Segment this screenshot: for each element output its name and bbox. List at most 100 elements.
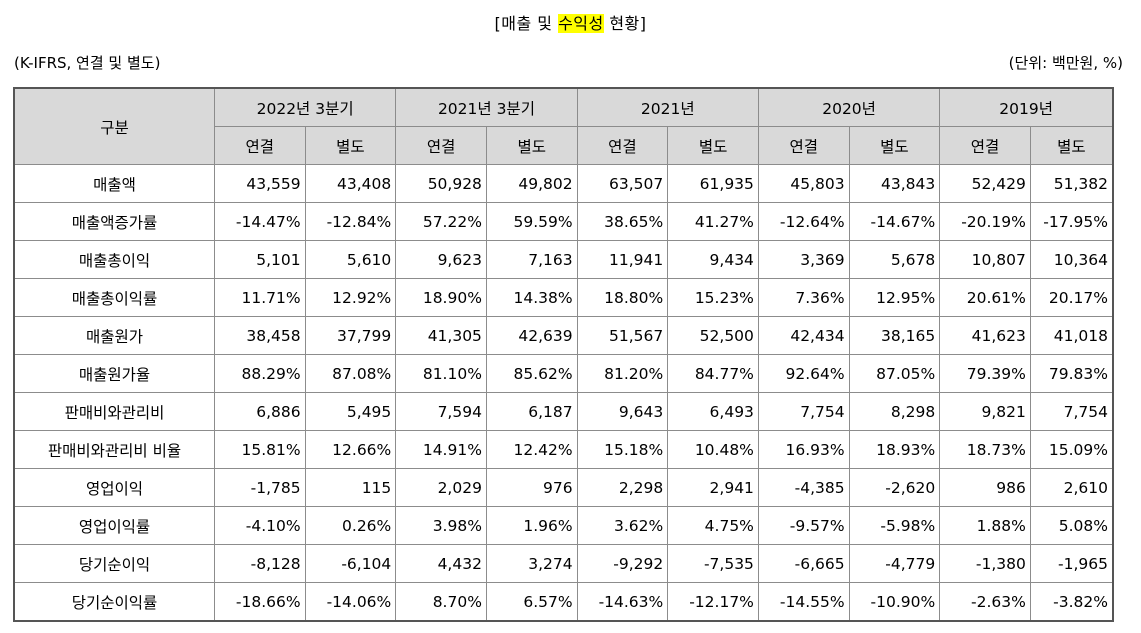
table-cell: 2,029 <box>395 468 487 507</box>
table-cell: -14.67% <box>848 202 941 241</box>
table-row: 당기순이익률 -18.66% -14.06% 8.70% 6.57% -14.63% -12… <box>13 582 1114 622</box>
table-cell: 51,567 <box>576 316 669 355</box>
table-cell: 5.08% <box>1029 506 1114 545</box>
table-row: 매출액 43,559 43,408 50,928 49,802 63,507 61,935 4… <box>13 164 1114 203</box>
table-cell: 6,187 <box>485 392 578 431</box>
table-cell: -17.95% <box>1029 202 1114 241</box>
table-cell: 87.05% <box>848 354 941 393</box>
row-label: 매출액증가률 <box>13 202 215 241</box>
table-cell: -12.64% <box>757 202 850 241</box>
period-header: 2021년 3분기 <box>395 87 578 127</box>
consolidated-header: 연결 <box>939 126 1031 165</box>
table-cell: 79.83% <box>1029 354 1114 393</box>
table-cell: 12.92% <box>304 278 397 317</box>
table-cell: -8,128 <box>213 544 306 583</box>
table-cell: 10,807 <box>939 240 1031 279</box>
title-highlight: 수익성 <box>558 14 604 33</box>
table-cell: 59.59% <box>485 202 578 241</box>
table-cell: -14.63% <box>576 582 669 622</box>
table-cell: 9,623 <box>395 240 487 279</box>
table-cell: -9.57% <box>757 506 850 545</box>
table-row: 매출총이익률 11.71% 12.92% 18.90% 14.38% 18.80% 15.2… <box>13 278 1114 317</box>
table-cell: -3.82% <box>1029 582 1114 622</box>
separate-header: 별도 <box>1029 126 1114 165</box>
table-cell: 3,274 <box>485 544 578 583</box>
basis-note: (K-IFRS, 연결 및 별도) <box>14 54 161 72</box>
table-cell: -12.84% <box>304 202 397 241</box>
table-cell: 986 <box>939 468 1031 507</box>
table-cell: 20.17% <box>1029 278 1114 317</box>
row-label: 영업이익 <box>13 468 215 507</box>
table-cell: 20.61% <box>939 278 1031 317</box>
table-cell: -4,385 <box>757 468 850 507</box>
title-prefix: [매출 및 <box>494 14 559 33</box>
table-cell: 81.20% <box>576 354 669 393</box>
table-cell: -4.10% <box>213 506 306 545</box>
table-cell: 6.57% <box>485 582 578 622</box>
table-cell: -10.90% <box>848 582 941 622</box>
row-label: 매출원가율 <box>13 354 215 393</box>
table-cell: -1,965 <box>1029 544 1114 583</box>
table-cell: 8,298 <box>848 392 941 431</box>
table-cell: -14.55% <box>757 582 850 622</box>
table-cell: 18.80% <box>576 278 669 317</box>
period-header: 2022년 3분기 <box>213 87 397 127</box>
table-cell: 51,382 <box>1029 164 1114 203</box>
period-header: 2020년 <box>757 87 941 127</box>
table-cell: -18.66% <box>213 582 306 622</box>
table-cell: 12.66% <box>304 430 397 469</box>
table-cell: 0.26% <box>304 506 397 545</box>
unit-note: (단위: 백만원, %) <box>1008 54 1123 72</box>
table-cell: 45,803 <box>757 164 850 203</box>
period-header-row: 구분 2022년 3분기 2021년 3분기 2021년 2020년 2019년 <box>13 87 1114 165</box>
table-cell: 5,678 <box>848 240 941 279</box>
table-cell: 7,163 <box>485 240 578 279</box>
separate-header: 별도 <box>848 126 941 165</box>
financial-table: 구분 2022년 3분기 2021년 3분기 2021년 2020년 2019년… <box>13 87 1114 622</box>
table-cell: 15.09% <box>1029 430 1114 469</box>
title-suffix: 현황] <box>603 14 647 33</box>
table-cell: 18.90% <box>395 278 487 317</box>
separate-header: 별도 <box>667 126 759 165</box>
table-cell: 42,434 <box>757 316 850 355</box>
row-label: 판매비와관리비 <box>13 392 215 431</box>
table-cell: 81.10% <box>395 354 487 393</box>
table-cell: 7.36% <box>757 278 850 317</box>
table-cell: -4,779 <box>848 544 941 583</box>
table-cell: 63,507 <box>576 164 669 203</box>
table-cell: 6,493 <box>667 392 759 431</box>
table-cell: 41,305 <box>395 316 487 355</box>
corner-header: 구분 <box>13 87 215 165</box>
table-cell: -7,535 <box>667 544 759 583</box>
table-cell: 10,364 <box>1029 240 1114 279</box>
table-row: 영업이익률 -4.10% 0.26% 3.98% 1.96% 3.62% 4.75% -9.5… <box>13 506 1114 545</box>
table-cell: 41,018 <box>1029 316 1114 355</box>
table-cell: 37,799 <box>304 316 397 355</box>
table-cell: 42,639 <box>485 316 578 355</box>
table-cell: 18.73% <box>939 430 1031 469</box>
table-cell: -12.17% <box>667 582 759 622</box>
table-row: 매출원가율 88.29% 87.08% 81.10% 85.62% 81.20% 84.77… <box>13 354 1114 393</box>
table-cell: 43,408 <box>304 164 397 203</box>
row-label: 당기순이익 <box>13 544 215 583</box>
table-cell: 14.91% <box>395 430 487 469</box>
table-row: 매출원가 38,458 37,799 41,305 42,639 51,567 52,500… <box>13 316 1114 355</box>
consolidated-header: 연결 <box>757 126 850 165</box>
separate-header: 별도 <box>485 126 578 165</box>
table-cell: -14.06% <box>304 582 397 622</box>
table-cell: 5,495 <box>304 392 397 431</box>
table-cell: 41,623 <box>939 316 1031 355</box>
table-cell: 14.38% <box>485 278 578 317</box>
table-cell: 38.65% <box>576 202 669 241</box>
table-cell: -1,380 <box>939 544 1031 583</box>
table-row: 판매비와관리비 비율 15.81% 12.66% 14.91% 12.42% 15.18%… <box>13 430 1114 469</box>
table-cell: 57.22% <box>395 202 487 241</box>
table-cell: 79.39% <box>939 354 1031 393</box>
table-cell: 9,643 <box>576 392 669 431</box>
table-row: 당기순이익 -8,128 -6,104 4,432 3,274 -9,292 -7,535-… <box>13 544 1114 583</box>
separate-header: 별도 <box>304 126 397 165</box>
row-label: 매출총이익 <box>13 240 215 279</box>
table-cell: 7,594 <box>395 392 487 431</box>
row-label: 영업이익률 <box>13 506 215 545</box>
table-cell: 2,610 <box>1029 468 1114 507</box>
